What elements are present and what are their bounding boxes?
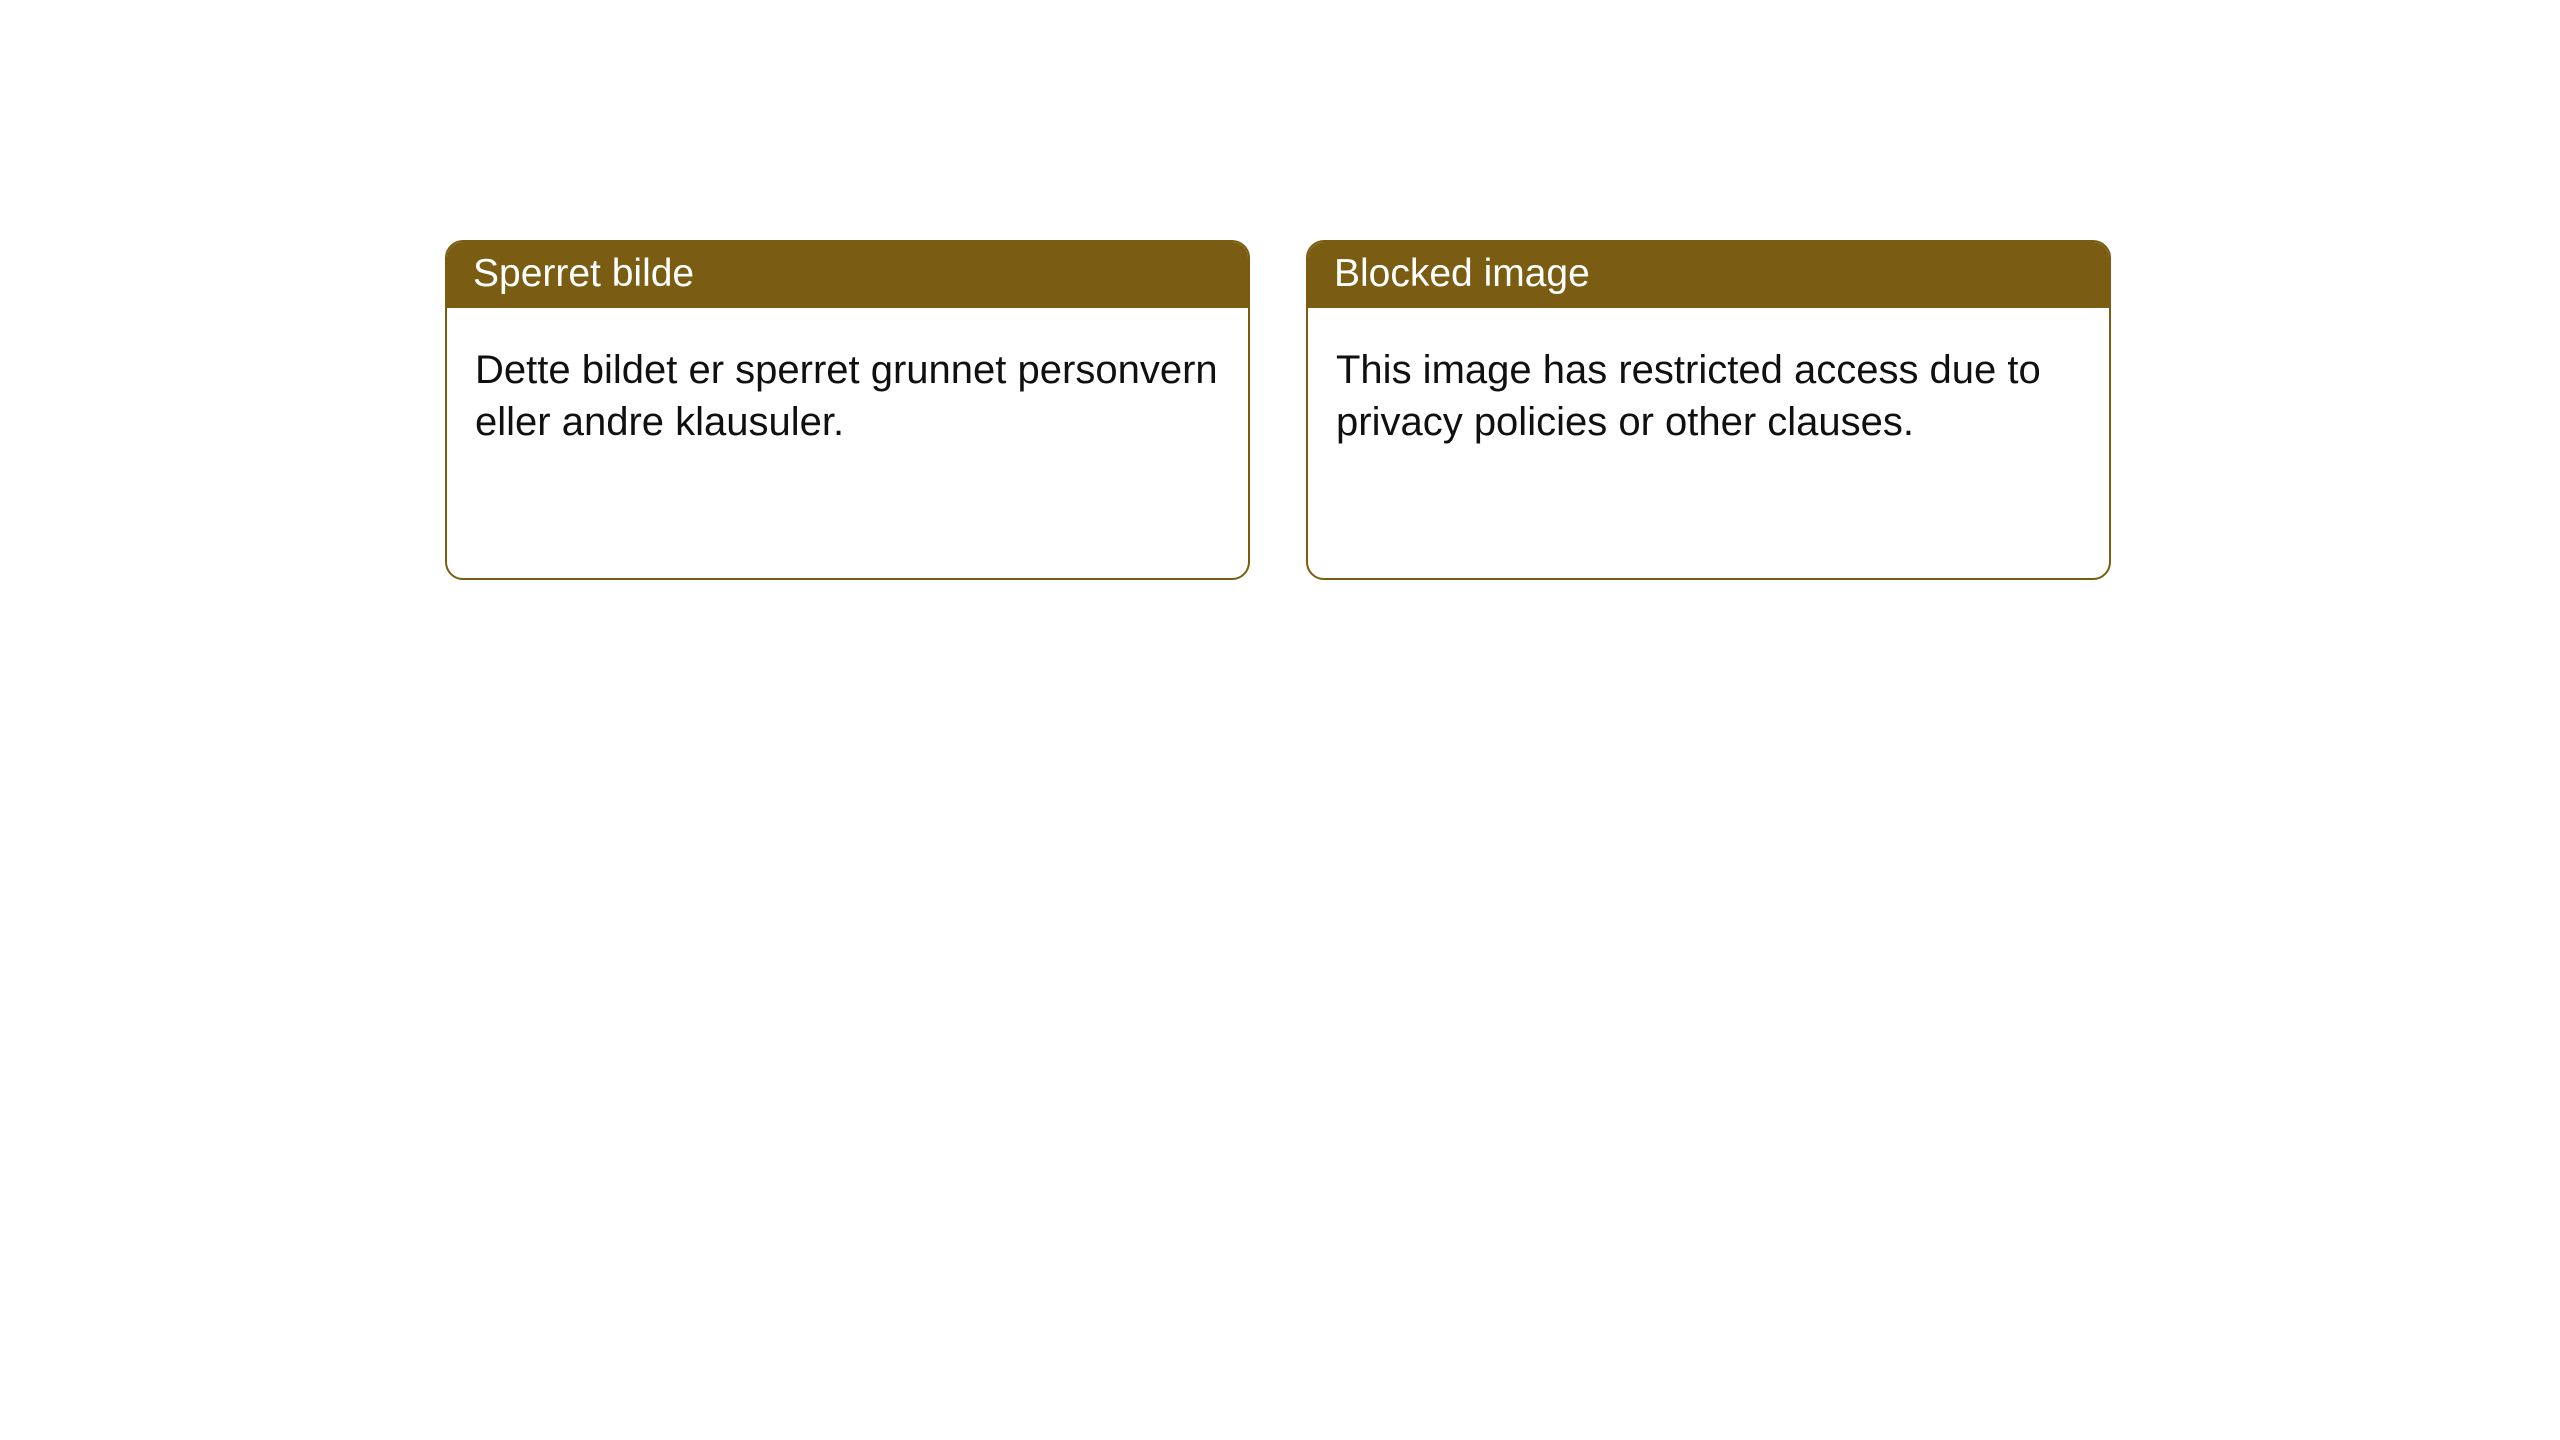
blocked-image-card-no: Sperret bilde Dette bildet er sperret gr…: [445, 240, 1250, 580]
card-body-no: Dette bildet er sperret grunnet personve…: [447, 308, 1248, 484]
notice-container: Sperret bilde Dette bildet er sperret gr…: [0, 0, 2560, 580]
card-body-en: This image has restricted access due to …: [1308, 308, 2109, 484]
blocked-image-card-en: Blocked image This image has restricted …: [1306, 240, 2111, 580]
card-header-no: Sperret bilde: [447, 242, 1248, 308]
card-header-en: Blocked image: [1308, 242, 2109, 308]
